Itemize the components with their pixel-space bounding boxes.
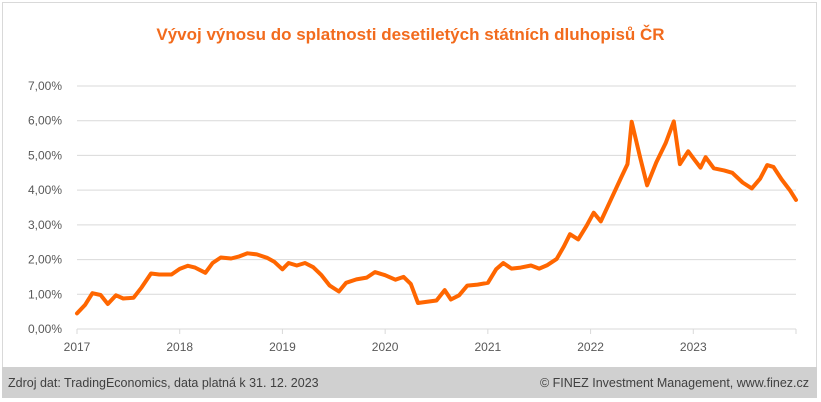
- y-tick-label: 5,00%: [28, 148, 62, 162]
- x-tick-label: 2018: [166, 340, 193, 354]
- y-tick-label: 6,00%: [28, 114, 62, 128]
- x-tick-label: 2021: [475, 340, 502, 354]
- source-note: Zdroj dat: TradingEconomics, data platná…: [8, 376, 319, 390]
- y-tick-label: 4,00%: [28, 183, 62, 197]
- y-tick-label: 2,00%: [28, 253, 62, 267]
- y-axis-ticks: 0,00% 1,00% 2,00% 3,00% 4,00% 5,00% 6,00% 7,00%: [28, 79, 62, 336]
- series-line-0: [75, 119, 798, 316]
- x-tick-label: 2023: [680, 340, 707, 354]
- y-tick-label: 1,00%: [28, 287, 62, 301]
- footer-bar: Zdroj dat: TradingEconomics, data platná…: [2, 367, 817, 398]
- y-tick-label: 7,00%: [28, 79, 62, 93]
- gridlines: [76, 85, 797, 334]
- x-tick-label: 2019: [269, 340, 296, 354]
- x-tick-label: 2020: [372, 340, 399, 354]
- chart-title: Vývoj výnosu do splatnosti desetiletých …: [156, 25, 665, 44]
- y-tick-label: 0,00%: [28, 322, 62, 336]
- x-tick-label: 2022: [577, 340, 604, 354]
- series-layer: [75, 119, 798, 316]
- y-tick-label: 3,00%: [28, 218, 62, 232]
- copyright-note: © FINEZ Investment Management, www.finez…: [539, 376, 809, 390]
- chart-frame: [2, 2, 817, 398]
- x-tick-label: 2017: [64, 340, 91, 354]
- x-axis-ticks: 2017 2018 2019 2020 2021 2022 2023: [64, 340, 707, 354]
